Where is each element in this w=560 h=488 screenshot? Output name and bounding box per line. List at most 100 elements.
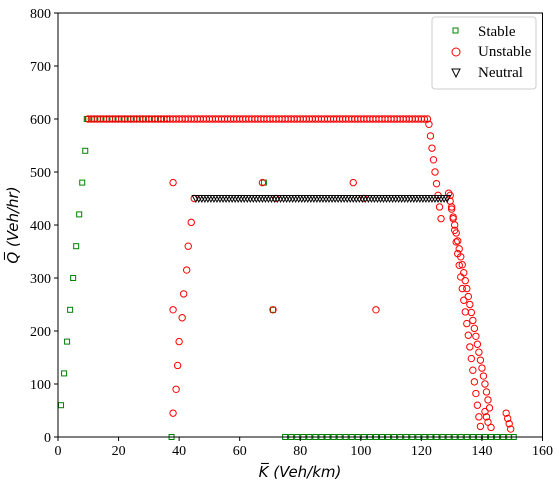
point-stable [70, 275, 77, 281]
point-unstable [472, 332, 480, 340]
point-unstable [457, 253, 465, 261]
series-neutral [191, 195, 452, 204]
point-unstable [473, 401, 482, 409]
x-tick-label: 20 [112, 444, 126, 459]
plot-marks [58, 115, 517, 440]
y-tick-label: 700 [30, 60, 51, 75]
x-axis-title-group: K̅ (Veh/km) [259, 462, 342, 481]
point-unstable [178, 314, 186, 322]
point-unstable [460, 269, 468, 277]
point-unstable [187, 218, 195, 227]
point-unstable [420, 115, 429, 123]
point-unstable [467, 308, 476, 317]
point-unstable [425, 120, 433, 129]
point-unstable [467, 354, 476, 363]
y-tick-label: 400 [30, 219, 51, 234]
point-unstable [475, 348, 483, 356]
point-unstable [437, 214, 445, 223]
point-neutral [442, 195, 452, 204]
point-unstable [450, 221, 459, 229]
x-tick-label: 0 [55, 444, 62, 459]
legend-stable-marker [452, 27, 459, 34]
point-unstable [426, 132, 435, 140]
point-unstable [507, 425, 515, 433]
point-stable [82, 147, 89, 154]
point-unstable [482, 388, 491, 396]
point-unstable [469, 366, 477, 374]
x-tick-label: 60 [233, 444, 247, 459]
point-unstable [472, 389, 480, 398]
point-unstable [475, 413, 483, 421]
point-unstable [449, 213, 457, 221]
point-unstable [169, 306, 177, 314]
point-unstable [463, 284, 471, 293]
y-tick-label: 300 [30, 272, 51, 287]
point-unstable [481, 407, 489, 416]
y-axis-title: Q̅ (Veh/hr) [3, 186, 22, 263]
point-unstable [435, 203, 444, 211]
point-unstable [428, 144, 436, 152]
point-unstable [487, 423, 495, 432]
point-unstable [432, 179, 441, 188]
point-unstable [466, 300, 474, 309]
point-unstable [175, 337, 183, 346]
point-stable [73, 243, 80, 250]
point-unstable [464, 331, 473, 339]
point-stable [64, 338, 71, 345]
point-unstable [502, 409, 510, 417]
point-unstable [482, 413, 491, 421]
point-unstable [431, 168, 439, 176]
point-unstable [169, 178, 177, 187]
point-unstable [169, 409, 177, 417]
point-unstable [423, 115, 432, 123]
point-stable [58, 402, 65, 409]
point-unstable [444, 189, 453, 197]
point-unstable [461, 276, 469, 285]
point-unstable [470, 324, 479, 333]
point-unstable [463, 319, 471, 328]
legend-unstable-label: Unstable [478, 44, 532, 60]
x-tick-label: 80 [293, 444, 307, 459]
point-stable [67, 306, 74, 313]
point-unstable [173, 361, 182, 370]
y-tick-label: 800 [30, 7, 51, 22]
point-unstable [172, 385, 180, 393]
point-unstable [452, 238, 460, 246]
point-unstable [179, 290, 188, 298]
legend-stable-label: Stable [478, 24, 516, 40]
x-tick-label: 140 [471, 444, 492, 459]
point-unstable [470, 378, 479, 386]
point-unstable [454, 237, 462, 245]
point-unstable [473, 340, 482, 348]
legend-neutral-label: Neutral [478, 65, 523, 81]
legend-unstable-marker [451, 47, 461, 57]
point-unstable [478, 364, 486, 372]
point-unstable [476, 356, 485, 364]
x-axis-title: K̅ (Veh/km) [259, 462, 342, 481]
series-stable [58, 116, 517, 440]
x-tick-label: 100 [350, 444, 371, 459]
point-unstable [184, 242, 192, 250]
legend-box [431, 16, 537, 90]
point-unstable [372, 306, 380, 314]
point-unstable [476, 422, 485, 431]
point-unstable [455, 261, 463, 269]
y-tick-label: 500 [30, 166, 51, 181]
point-unstable [349, 178, 357, 187]
point-unstable [485, 404, 494, 412]
series-unstable [84, 115, 515, 433]
legend-neutral-marker [451, 68, 461, 79]
point-unstable [484, 396, 492, 404]
y-tick-label: 600 [30, 113, 51, 128]
point-unstable [460, 296, 468, 304]
point-unstable [269, 306, 277, 314]
point-unstable [469, 316, 477, 325]
point-unstable [258, 178, 267, 187]
point-unstable [466, 343, 474, 351]
point-unstable [447, 205, 456, 213]
point-unstable [461, 308, 469, 316]
x-tick-label: 160 [532, 444, 553, 459]
point-unstable [464, 292, 473, 301]
y-tick-label: 0 [44, 431, 51, 446]
